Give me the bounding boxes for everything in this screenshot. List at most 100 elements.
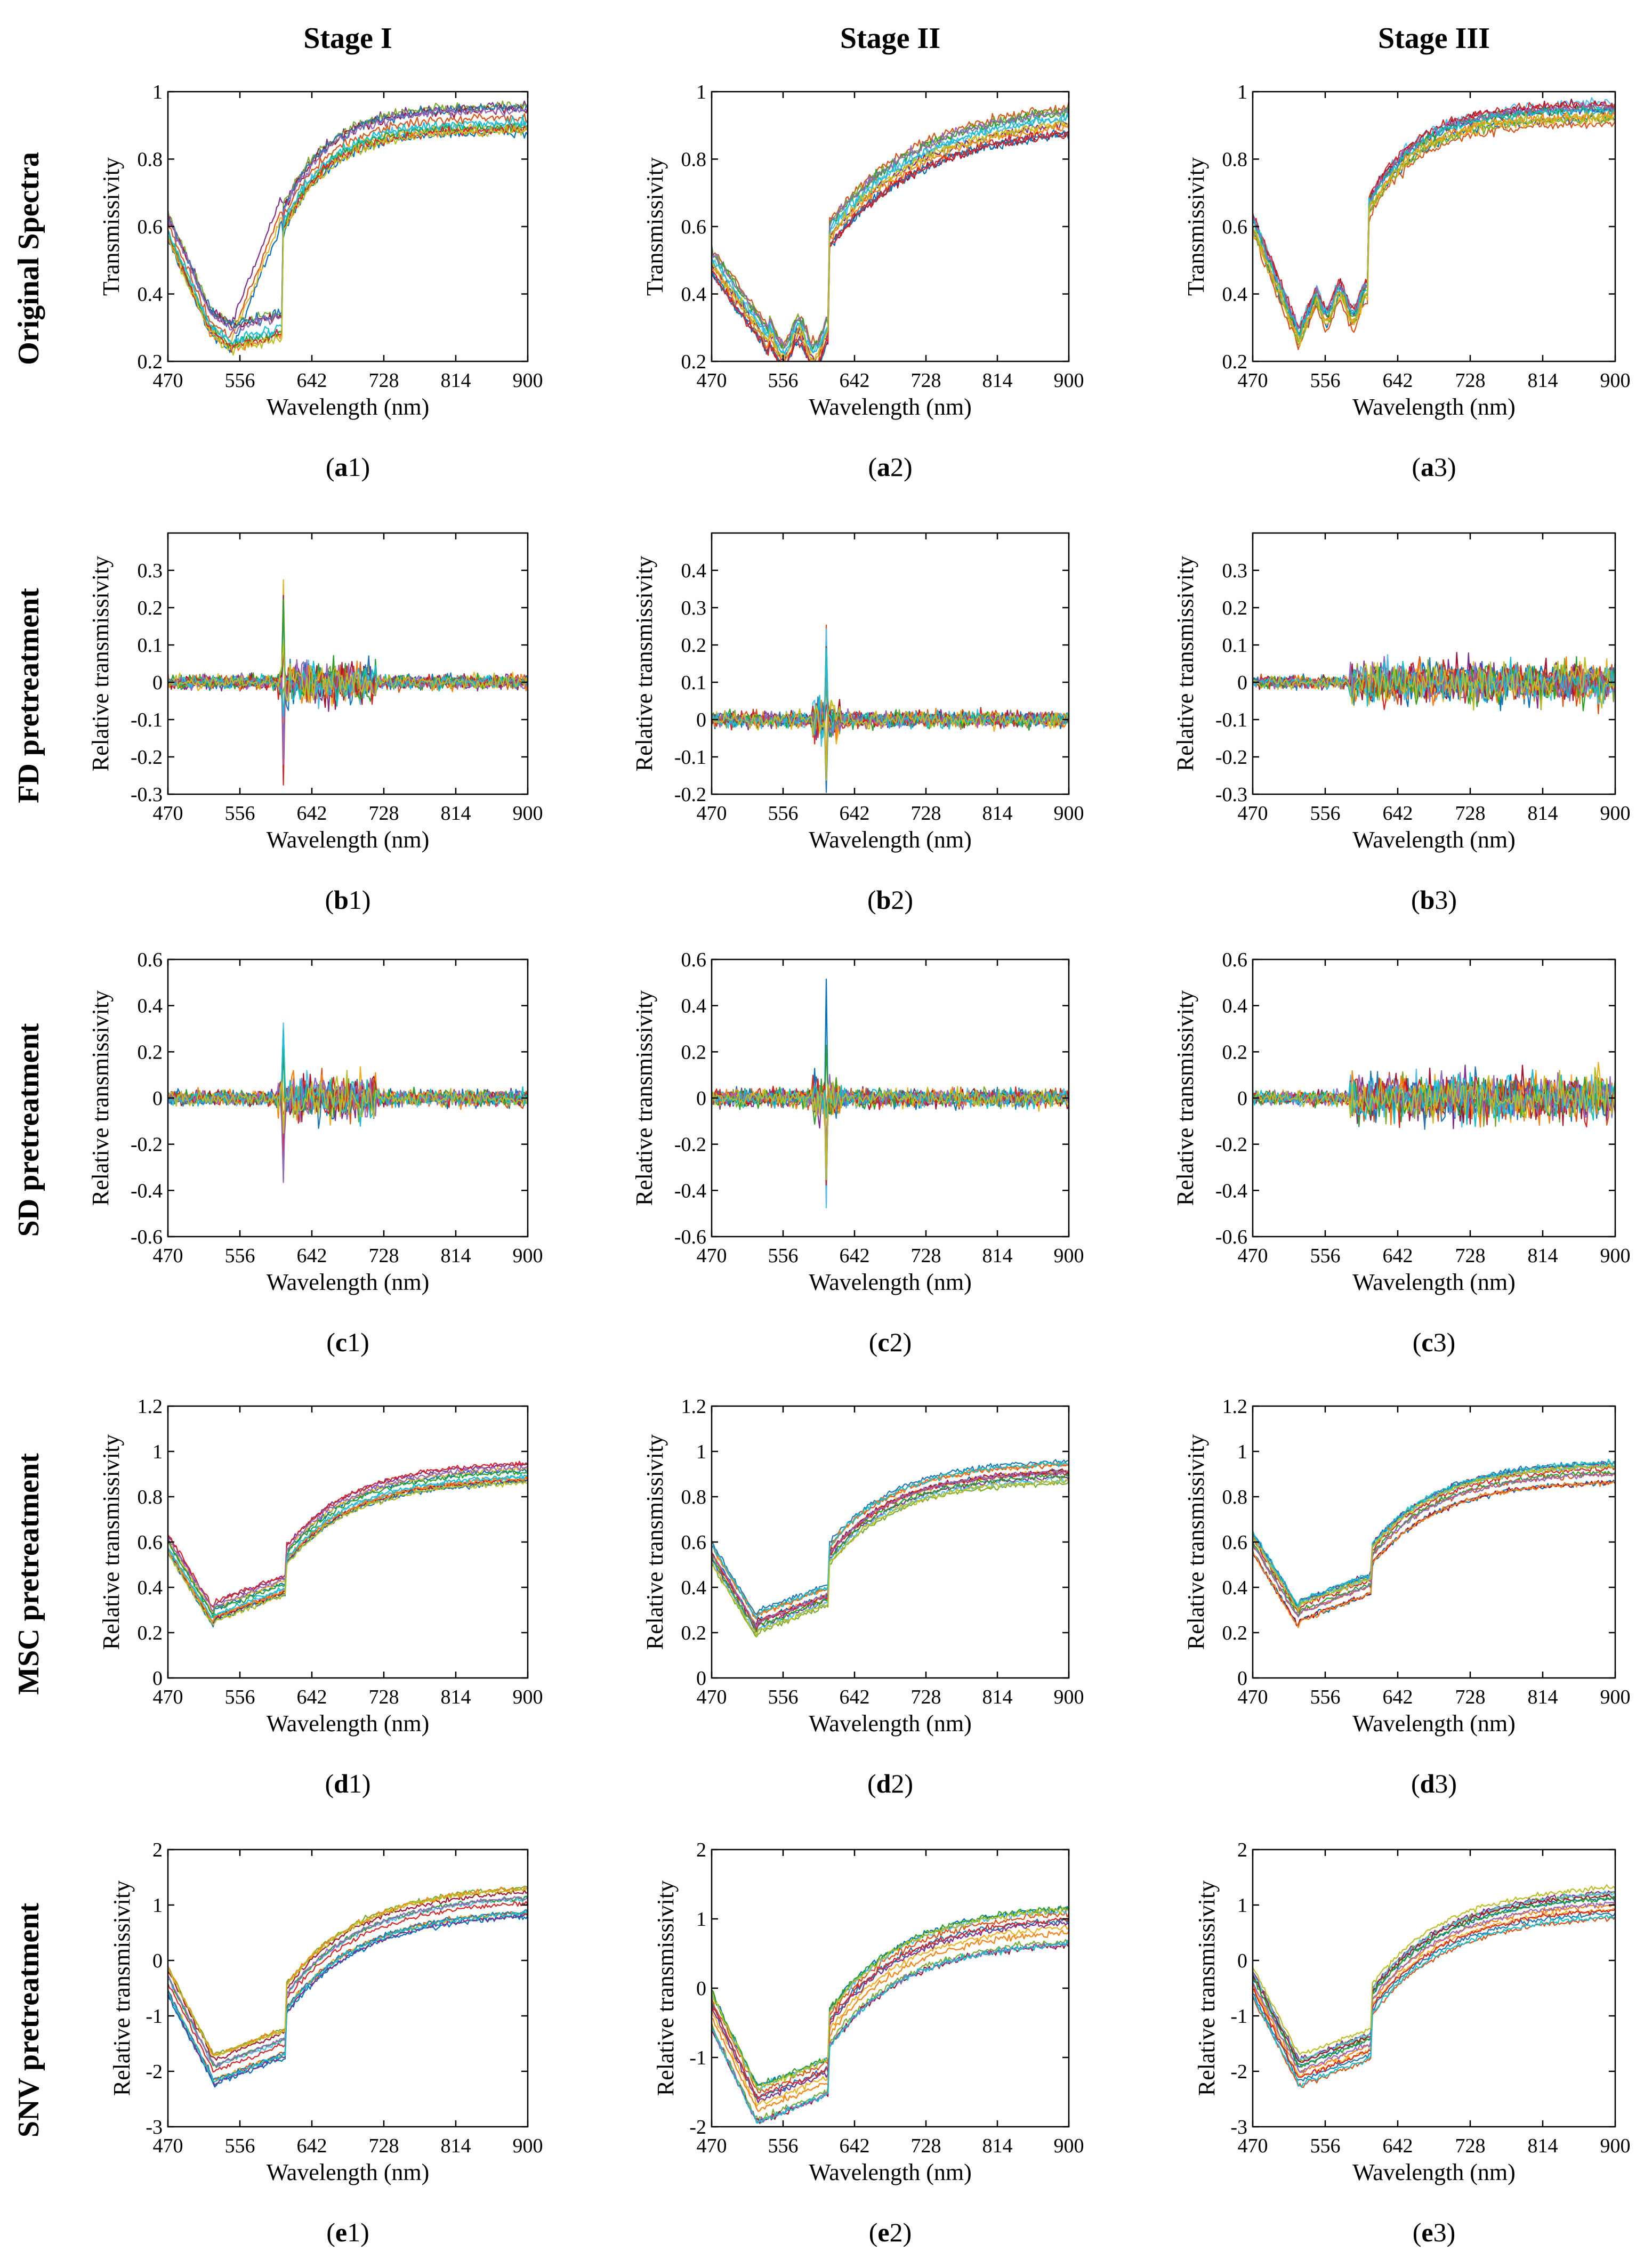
series-line [168, 1475, 528, 1624]
series-line [712, 1917, 1069, 2100]
y-tick-label: 0.6 [138, 1531, 163, 1554]
y-tick-label: 1.2 [1222, 1395, 1248, 1418]
y-tick-label: -0.3 [1215, 784, 1247, 806]
series-line [1253, 1461, 1615, 1610]
y-tick-label: -1 [1230, 2005, 1247, 2028]
x-axis-label: Wavelength (nm) [267, 2159, 430, 2185]
x-tick-label: 470 [1238, 1686, 1268, 1708]
x-tick-label: 814 [441, 369, 471, 392]
series-line [712, 1459, 1069, 1615]
y-axis-label: Transmissivity [98, 157, 124, 296]
x-tick-label: 642 [840, 2135, 870, 2157]
x-tick-label: 556 [1310, 1245, 1341, 1267]
x-tick-label: 470 [1238, 1245, 1268, 1267]
y-tick-label: 0.2 [681, 1041, 707, 1063]
series-line [168, 1460, 528, 1608]
series-group [712, 101, 1069, 361]
y-tick-label: 0.8 [1222, 149, 1248, 171]
series-line [712, 1940, 1069, 2124]
x-tick-label: 728 [911, 1686, 941, 1708]
x-tick-label: 728 [369, 1686, 399, 1708]
series-line [1253, 1893, 1615, 2063]
x-tick-label: 470 [153, 1245, 183, 1267]
y-tick-label: -0.2 [1215, 1134, 1247, 1156]
series-line [168, 1070, 528, 1134]
x-tick-label: 470 [153, 2135, 183, 2157]
y-tick-label: 0.2 [138, 1622, 163, 1644]
panel-label: (e2) [869, 2217, 912, 2247]
series-line [1253, 657, 1615, 711]
y-tick-label: 0.6 [138, 216, 163, 238]
column-title: Stage II [840, 22, 940, 55]
x-axis-label: Wavelength (nm) [267, 1710, 430, 1737]
series-line [1253, 1891, 1615, 2062]
y-axis-label: Relative transmissivity [98, 1434, 124, 1650]
series-line [168, 115, 528, 344]
series-group [1253, 1884, 1615, 2088]
y-tick-label: 0.2 [681, 351, 707, 373]
axes-frame [711, 532, 1070, 795]
x-tick-label: 900 [1054, 1245, 1084, 1267]
x-tick-label: 470 [697, 802, 727, 825]
x-tick-label: 556 [1310, 369, 1341, 392]
row-title: Original Spectra [12, 152, 45, 365]
x-tick-label: 470 [153, 802, 183, 825]
x-axis-label: Wavelength (nm) [1352, 1269, 1516, 1295]
y-tick-label: 0.4 [681, 995, 707, 1018]
y-tick-label: 0 [1237, 1667, 1247, 1690]
y-tick-label: -0.2 [674, 784, 706, 806]
series-line [168, 1885, 528, 2055]
y-tick-label: 1 [1237, 1441, 1247, 1463]
y-tick-label: -0.4 [131, 1180, 163, 1202]
y-tick-label: 0.4 [681, 1577, 707, 1599]
y-tick-label: 0 [152, 1950, 163, 1972]
series-group [1253, 97, 1615, 350]
panel-label: (e3) [1413, 2217, 1456, 2247]
x-tick-label: 900 [1600, 802, 1631, 825]
series-line [1253, 1458, 1615, 1607]
x-tick-label: 814 [982, 1686, 1013, 1708]
y-tick-label: 0.2 [1222, 597, 1248, 619]
x-tick-label: 642 [840, 1686, 870, 1708]
series-line [712, 1468, 1069, 1628]
series-line [1253, 1890, 1615, 2062]
y-tick-label: 0.2 [1222, 1622, 1248, 1644]
x-tick-label: 642 [1383, 802, 1413, 825]
x-tick-label: 814 [982, 369, 1013, 392]
x-tick-label: 728 [1455, 1245, 1486, 1267]
chart-panel-d3: 470 556 642 728 814 900 0 0.2 0.4 0.6 0.8 1 1.2 Wavel… [1183, 1395, 1631, 1798]
series-line [1253, 111, 1615, 344]
series-line [168, 1896, 528, 2067]
series-line [168, 125, 528, 356]
series-line [168, 1914, 528, 2088]
y-tick-label: 1 [152, 81, 163, 103]
x-tick-label: 470 [697, 2135, 727, 2157]
x-tick-label: 814 [441, 1686, 471, 1708]
x-tick-label: 900 [1054, 2135, 1084, 2157]
y-tick-label: -2 [689, 2116, 706, 2138]
y-axis-label: Relative transmissivity [1172, 556, 1198, 772]
x-tick-label: 728 [1455, 2135, 1486, 2157]
axes-frame [711, 1405, 1070, 1679]
y-tick-label: 0.6 [681, 1531, 707, 1554]
series-line [712, 1943, 1069, 2124]
column-title: Stage I [303, 22, 392, 55]
chart-panel-a2: 470 556 642 728 814 900 0.2 0.4 0.6 0.8 1 Wavelengt… [642, 81, 1084, 482]
y-tick-label: 1 [696, 1908, 706, 1931]
chart-panel-b1: 470 556 642 728 814 900 -0.3 -0.2 -0.1 0 0.1 0.2 0.3… [87, 532, 543, 915]
series-line [1253, 1908, 1615, 2078]
x-tick-label: 900 [513, 369, 543, 392]
series-group [168, 100, 528, 356]
series-line [1253, 1067, 1615, 1123]
x-axis-label: Wavelength (nm) [809, 394, 972, 420]
chart-panel-a3: 470 556 642 728 814 900 0.2 0.4 0.6 0.8 1 Wavelengt… [1183, 81, 1631, 482]
x-tick-label: 470 [697, 1245, 727, 1267]
x-tick-label: 900 [1054, 802, 1084, 825]
y-tick-label: 0.8 [1222, 1486, 1248, 1508]
y-tick-label: -0.2 [1215, 746, 1247, 769]
series-line [168, 1909, 528, 2080]
x-tick-label: 900 [513, 1686, 543, 1708]
x-tick-label: 470 [1238, 2135, 1268, 2157]
x-tick-label: 470 [697, 369, 727, 392]
series-line [168, 1896, 528, 2068]
